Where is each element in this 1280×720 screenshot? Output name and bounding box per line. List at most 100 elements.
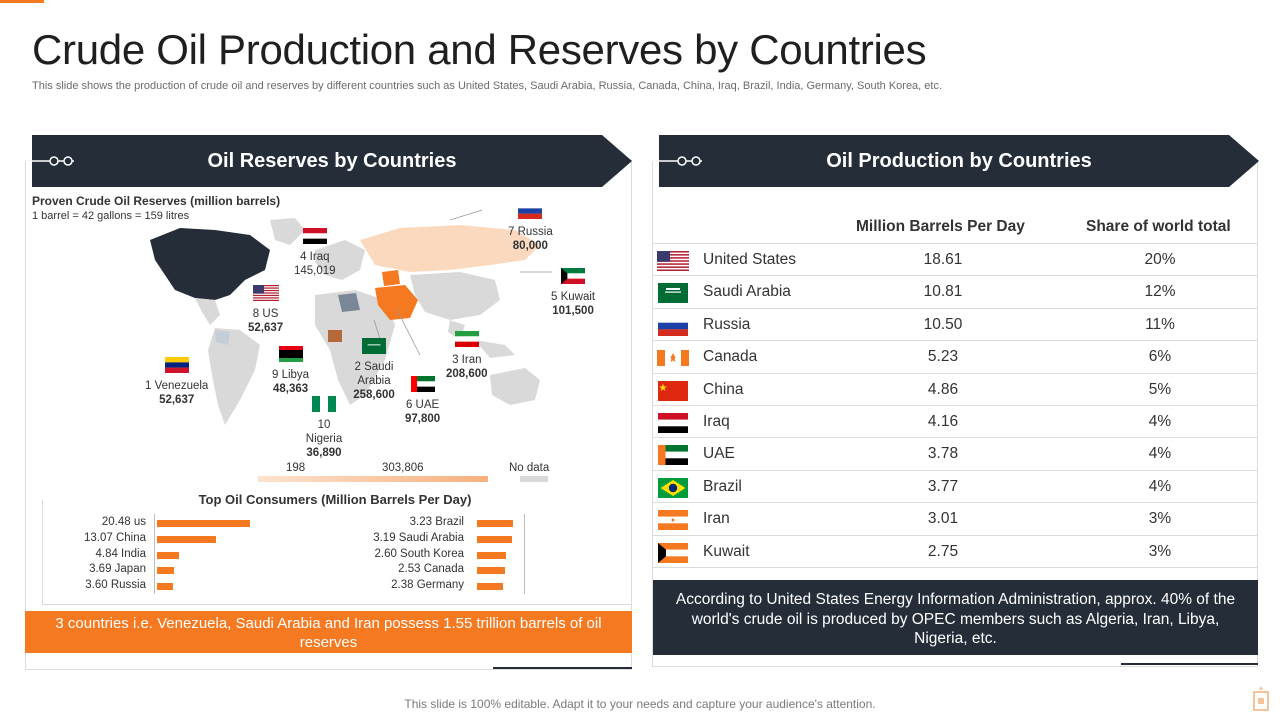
canada-flag-icon xyxy=(657,348,689,368)
reserves-heading: Oil Reserves by Countries xyxy=(207,149,457,172)
country-name: Russia xyxy=(703,315,751,333)
iraq-flag-icon xyxy=(657,413,689,433)
consumer-label: 3.60 Russia xyxy=(85,579,146,592)
country-label: 5 Kuwait xyxy=(551,291,596,303)
mbpd-value: 3.78 xyxy=(927,445,959,463)
country-value: 97,800 xyxy=(405,413,441,425)
country-name: Iraq xyxy=(703,413,730,430)
consumer-bar xyxy=(157,551,180,559)
country-label: 9 Libya xyxy=(272,369,310,381)
map-country-saudi: 2 Saudi Arabia 258,600 xyxy=(350,338,398,402)
country-name: Brazil xyxy=(703,477,742,495)
uae-flag-icon xyxy=(657,445,689,466)
kuwait-flag-icon xyxy=(657,542,689,563)
iraq-flag-icon xyxy=(302,228,328,244)
consumers-box xyxy=(42,500,632,605)
mbpd-value: 10.81 xyxy=(923,283,963,301)
map-subtitle: 1 barrel = 42 gallons = 159 litres xyxy=(32,210,190,222)
libya-flag-icon xyxy=(278,346,304,362)
table-row: Iraq 4.16 4% xyxy=(653,405,1258,437)
share-value: 20% xyxy=(1144,251,1176,268)
consumer-bar xyxy=(157,535,217,543)
table-row: Iran 3.01 3% xyxy=(653,502,1258,534)
consumer-bar xyxy=(477,520,513,527)
connector-icon xyxy=(24,156,74,166)
kuwait-flag-icon xyxy=(560,268,586,284)
map-country-uae: 6 UAE 97,800 xyxy=(405,376,440,426)
share-value: 6% xyxy=(1148,348,1172,366)
world-map xyxy=(150,209,552,425)
legend-max: 303,806 xyxy=(382,462,424,474)
footer-note: This slide is 100% editable. Adapt it to… xyxy=(404,697,876,711)
mbpd-value: 18.61 xyxy=(923,251,963,268)
mbpd-value: 3.77 xyxy=(927,477,959,495)
map-title: Proven Crude Oil Reserves (million barre… xyxy=(32,194,281,208)
saudi-flag-icon xyxy=(361,338,387,354)
consumer-label: 20.48 us xyxy=(101,516,146,528)
map-country-libya: 9 Libya 48,363 xyxy=(272,346,309,396)
country-value: 145,019 xyxy=(294,265,336,277)
share-value: 4% xyxy=(1148,413,1172,430)
mbpd-value: 4.16 xyxy=(927,413,959,430)
consumers-axis-right xyxy=(524,514,525,594)
nigeria-flag-icon xyxy=(311,396,337,412)
reserves-note: 3 countries i.e. Venezuela, Saudi Arabia… xyxy=(25,611,632,653)
map-country-nigeria: 10 Nigeria 36,890 xyxy=(303,396,345,460)
country-label: 10 Nigeria xyxy=(305,419,343,445)
country-value: 208,600 xyxy=(446,368,488,380)
consumer-label: 13.07 China xyxy=(83,531,146,544)
consumer-bar xyxy=(157,567,174,575)
consumers-title: Top Oil Consumers (Million Barrels Per D… xyxy=(0,492,670,507)
country-value: 36,890 xyxy=(306,447,342,459)
mbpd-value: 2.75 xyxy=(927,542,959,560)
divider xyxy=(1121,663,1258,665)
mbpd-value: 3.01 xyxy=(927,510,959,528)
share-value: 12% xyxy=(1144,283,1176,301)
consumers-axis-left xyxy=(154,514,155,594)
consumer-label: 4.84 India xyxy=(95,547,146,560)
legend-min: 198 xyxy=(286,462,306,474)
country-name: Saudi Arabia xyxy=(703,283,791,301)
map-legend-nodata-swatch xyxy=(520,476,548,482)
iran-flag-icon xyxy=(454,331,480,347)
venezuela-flag-icon xyxy=(164,357,190,373)
legend-nodata: No data xyxy=(509,462,550,474)
brazil-flag-icon xyxy=(657,477,689,498)
country-label: 8 US xyxy=(252,308,279,320)
consumer-bar xyxy=(157,583,174,591)
country-label: 2 Saudi Arabia xyxy=(354,361,394,387)
consumer-label: 2.60 South Korea xyxy=(374,547,464,560)
consumer-bar xyxy=(477,551,506,559)
share-value: 4% xyxy=(1148,445,1172,463)
country-value: 48,363 xyxy=(272,383,309,395)
production-heading: Oil Production by Countries xyxy=(826,149,1092,172)
corner-accent xyxy=(0,0,44,3)
table-row: United States 18.61 20% xyxy=(653,243,1258,275)
country-label: 1 Venezuela xyxy=(145,380,209,392)
table-row: Saudi Arabia 10.81 12% xyxy=(653,275,1258,307)
consumer-bar xyxy=(477,535,513,543)
reserves-banner: Oil Reserves by Countries xyxy=(32,135,632,187)
consumers-title-text: Top Oil Consumers (Million Barrels Per D… xyxy=(190,492,480,507)
country-value: 80,000 xyxy=(512,240,548,252)
country-value: 101,500 xyxy=(552,305,594,317)
iran-flag-icon xyxy=(657,510,689,531)
map-country-russia: 7 Russia 80,000 xyxy=(508,203,553,253)
col-header-share: Share of world total xyxy=(1086,218,1231,235)
table-row: Canada 5.23 6% xyxy=(653,340,1258,372)
share-value: 11% xyxy=(1145,315,1175,333)
usa-flag-icon xyxy=(657,251,689,271)
page-title: Crude Oil Production and Reserves by Cou… xyxy=(32,26,927,73)
country-value: 52,637 xyxy=(159,394,195,406)
country-label: 4 Iraq xyxy=(300,251,330,263)
country-value: 52,637 xyxy=(248,322,284,334)
production-note: According to United States Energy Inform… xyxy=(653,580,1258,655)
mbpd-value: 10.50 xyxy=(923,315,963,333)
consumer-bar xyxy=(157,520,251,527)
mbpd-value: 4.86 xyxy=(927,380,959,398)
country-name: Canada xyxy=(703,348,758,366)
us-flag-icon xyxy=(252,285,279,301)
country-label: 3 Iran xyxy=(452,354,482,366)
share-value: 3% xyxy=(1148,510,1172,528)
consumer-label: 3.19 Saudi Arabia xyxy=(373,531,464,544)
